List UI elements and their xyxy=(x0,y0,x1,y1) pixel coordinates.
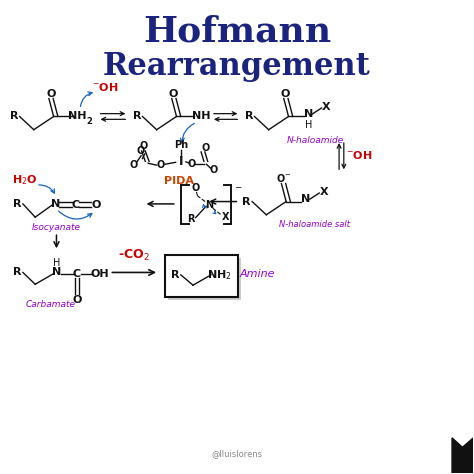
Text: Isocyanate: Isocyanate xyxy=(32,223,81,232)
Text: O: O xyxy=(130,160,138,170)
Text: R: R xyxy=(242,197,251,207)
Text: R: R xyxy=(9,111,18,121)
Text: O: O xyxy=(139,141,147,151)
Text: @lluislorens: @lluislorens xyxy=(211,449,263,458)
Text: H$_2$O: H$_2$O xyxy=(12,173,38,187)
Text: O: O xyxy=(201,143,210,153)
Text: X: X xyxy=(222,212,229,222)
Text: PIDA: PIDA xyxy=(164,176,194,186)
Text: C: C xyxy=(73,269,81,279)
Text: R: R xyxy=(13,199,21,209)
Text: $^{-}$OH: $^{-}$OH xyxy=(346,149,373,161)
Text: O: O xyxy=(209,165,218,175)
Text: O: O xyxy=(188,159,196,169)
Text: R: R xyxy=(245,111,253,121)
Text: O: O xyxy=(46,89,55,99)
Text: O: O xyxy=(91,201,101,210)
Text: O: O xyxy=(137,146,145,156)
Text: NH: NH xyxy=(192,111,210,121)
Text: O: O xyxy=(72,295,82,305)
Text: O$^{-}$: O$^{-}$ xyxy=(275,172,291,184)
Text: R: R xyxy=(171,270,179,280)
Text: N-haloamide: N-haloamide xyxy=(287,136,344,145)
Text: I: I xyxy=(179,155,183,168)
Text: O: O xyxy=(281,89,291,99)
Text: H: H xyxy=(53,258,61,268)
Text: Rearrangement: Rearrangement xyxy=(103,51,371,82)
Text: O: O xyxy=(156,160,164,170)
Text: Hofmann: Hofmann xyxy=(143,14,331,48)
Text: Ph: Ph xyxy=(174,140,188,150)
Text: Carbamate: Carbamate xyxy=(26,300,76,309)
Text: O: O xyxy=(191,183,199,193)
Text: N: N xyxy=(301,194,310,204)
Text: R: R xyxy=(13,267,21,277)
Text: -CO$_2$: -CO$_2$ xyxy=(118,247,150,263)
Text: $^{-}$OH: $^{-}$OH xyxy=(92,81,119,93)
Polygon shape xyxy=(452,438,474,474)
Text: H: H xyxy=(305,120,312,130)
Text: X: X xyxy=(322,102,331,112)
Text: 2: 2 xyxy=(87,117,92,126)
Text: C: C xyxy=(71,201,80,210)
Text: $^{-}$: $^{-}$ xyxy=(234,184,242,197)
FancyBboxPatch shape xyxy=(164,255,238,298)
Text: N: N xyxy=(52,267,62,277)
Text: NH$_2$: NH$_2$ xyxy=(207,268,231,282)
Text: O: O xyxy=(169,89,178,99)
FancyBboxPatch shape xyxy=(167,258,241,301)
Text: R: R xyxy=(133,111,141,121)
Text: X: X xyxy=(319,187,328,197)
Text: NH: NH xyxy=(68,111,87,121)
Text: N: N xyxy=(304,109,313,119)
Text: R: R xyxy=(187,214,195,224)
Text: Amine: Amine xyxy=(240,269,275,279)
Text: OH: OH xyxy=(90,269,109,279)
Text: N-haloamide salt: N-haloamide salt xyxy=(279,220,350,229)
Text: N: N xyxy=(205,201,213,210)
Text: N: N xyxy=(51,199,60,209)
